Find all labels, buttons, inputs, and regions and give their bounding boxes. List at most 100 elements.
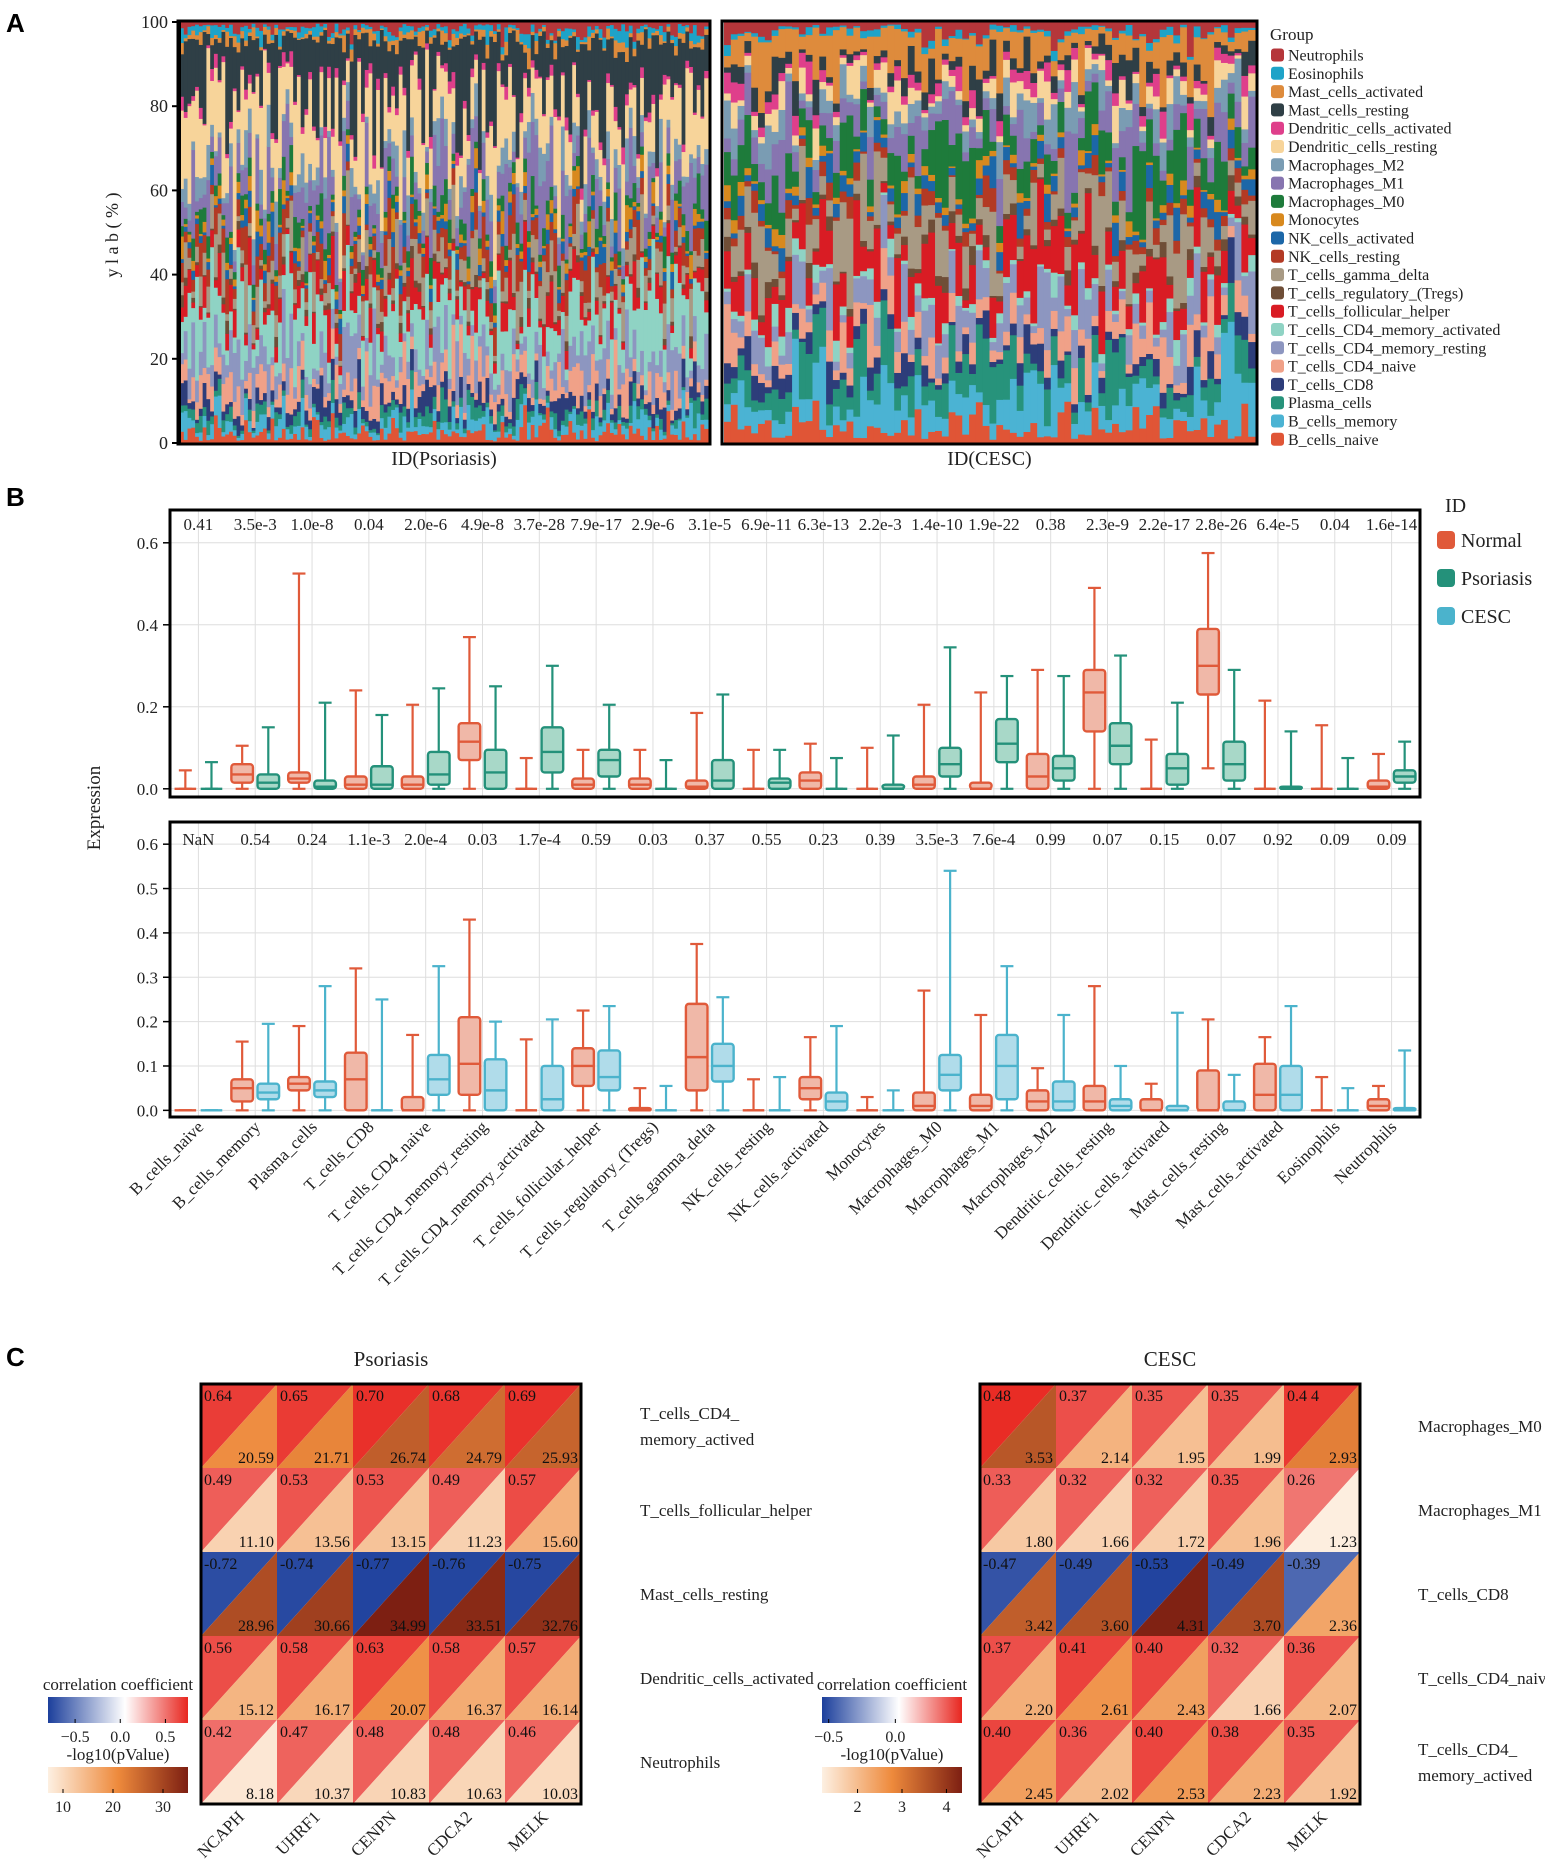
- stack-segment: [724, 200, 732, 208]
- stack-segment: [202, 194, 207, 208]
- stack-segment: [1030, 323, 1038, 327]
- stack-segment: [982, 97, 991, 111]
- stack-segment: [670, 422, 675, 426]
- stack-segment: [342, 130, 347, 176]
- stack-segment: [704, 70, 709, 79]
- stack-segment: [640, 77, 645, 116]
- stack-segment: [229, 37, 234, 122]
- stack-segment: [628, 82, 634, 90]
- stack-segment: [481, 130, 487, 143]
- stack-segment: [1023, 228, 1031, 236]
- stack-segment: [632, 84, 637, 88]
- stack-segment: [1241, 175, 1249, 180]
- stack-segment: [308, 71, 313, 80]
- stack-segment: [210, 68, 215, 81]
- stack-segment: [553, 185, 558, 197]
- stack-segment: [724, 22, 732, 46]
- stack-segment: [342, 402, 347, 424]
- stack-segment: [229, 142, 234, 167]
- stack-segment: [1214, 26, 1222, 29]
- stack-segment: [560, 253, 566, 261]
- stack-segment: [1166, 139, 1174, 151]
- stack-segment: [594, 246, 600, 255]
- stack-segment: [262, 218, 268, 250]
- stack-segment: [259, 169, 264, 205]
- stack-segment: [860, 240, 868, 247]
- stack-segment: [613, 339, 619, 409]
- stack-segment: [962, 131, 970, 153]
- stack-segment: [594, 228, 600, 248]
- stack-segment: [674, 55, 679, 84]
- stack-segment: [508, 370, 513, 412]
- stack-segment: [1227, 190, 1236, 214]
- stack-segment: [444, 220, 449, 230]
- stack-segment: [1050, 60, 1059, 77]
- stack-segment: [662, 271, 668, 282]
- stack-segment: [744, 335, 752, 371]
- stack-segment: [557, 302, 562, 311]
- stack-segment: [436, 261, 441, 264]
- stack-segment: [349, 134, 355, 140]
- stack-segment: [425, 30, 430, 44]
- stack-segment: [319, 243, 324, 280]
- stack-segment: [357, 234, 362, 240]
- stack-segment: [281, 288, 287, 364]
- stack-segment: [996, 25, 1004, 32]
- stack-segment: [553, 228, 558, 234]
- stack-segment: [210, 151, 215, 159]
- stack-segment: [636, 219, 641, 260]
- stack-segment: [1132, 103, 1140, 147]
- stack-segment: [394, 212, 400, 219]
- stack-segment: [1139, 356, 1147, 367]
- stack-segment: [308, 253, 313, 255]
- stack-segment: [334, 291, 339, 300]
- stack-segment: [557, 237, 562, 245]
- stack-segment: [323, 279, 328, 285]
- stack-segment: [500, 331, 505, 354]
- stack-segment: [621, 284, 626, 293]
- stack-segment: [771, 109, 780, 132]
- stack-segment: [500, 60, 505, 85]
- stack-segment: [982, 109, 991, 156]
- stack-segment: [819, 175, 827, 195]
- stack-segment: [1200, 100, 1208, 109]
- stack-segment: [1118, 107, 1127, 132]
- stack-segment: [625, 61, 630, 95]
- stack-segment: [229, 243, 234, 265]
- stack-segment: [568, 37, 573, 135]
- stack-segment: [489, 24, 494, 32]
- stack-segment: [1173, 408, 1181, 421]
- stack-segment: [1105, 419, 1113, 433]
- stack-segment: [560, 75, 566, 127]
- stack-segment: [402, 300, 407, 334]
- stack-segment: [751, 262, 759, 279]
- stack-segment: [609, 218, 615, 247]
- stack-segment: [1159, 219, 1168, 226]
- stack-segment: [692, 114, 698, 159]
- stack-segment: [576, 355, 581, 364]
- stack-segment: [1016, 304, 1025, 338]
- stack-segment: [792, 254, 800, 305]
- stack-segment: [989, 361, 997, 368]
- stack-segment: [617, 126, 622, 130]
- stack-segment: [394, 404, 400, 408]
- stack-segment: [1118, 388, 1127, 433]
- stack-segment: [500, 86, 505, 148]
- stack-segment: [609, 84, 615, 87]
- stack-segment: [432, 28, 438, 36]
- stack-segment: [1220, 225, 1229, 240]
- stack-segment: [364, 229, 370, 267]
- stack-segment: [1037, 70, 1045, 99]
- stack-segment: [198, 408, 204, 417]
- stack-segment: [526, 247, 532, 272]
- stack-segment: [198, 306, 204, 320]
- stack-segment: [210, 364, 215, 387]
- stack-segment: [323, 440, 328, 444]
- stack-segment: [217, 427, 223, 444]
- stack-segment: [866, 22, 875, 31]
- stack-segment: [621, 433, 626, 444]
- stack-segment: [1248, 27, 1256, 30]
- stack-segment: [447, 242, 453, 250]
- stack-segment: [1016, 246, 1025, 260]
- stack-segment: [255, 328, 260, 340]
